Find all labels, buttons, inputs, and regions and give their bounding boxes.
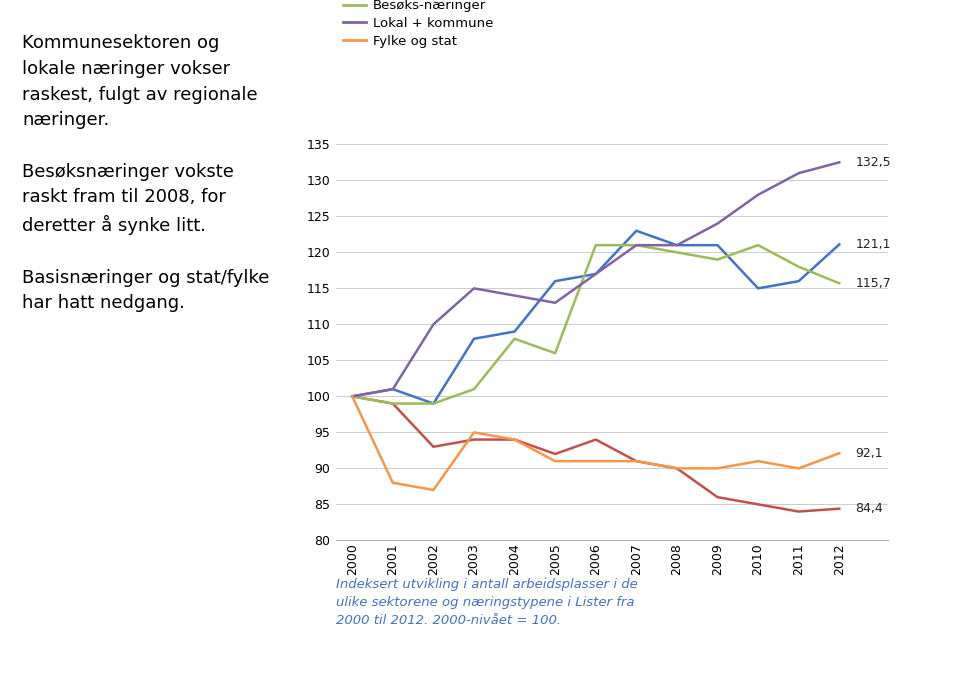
Legend: Regionale næringer, Basis-næringer, Besøks-næringer, Lokal + kommune, Fylke og s: Regionale næringer, Basis-næringer, Besø…: [343, 0, 504, 48]
Text: 84,4: 84,4: [855, 502, 883, 515]
Text: Kommunesektoren og
lokale næringer vokser
raskest, fulgt av regionale
næringer.
: Kommunesektoren og lokale næringer vokse…: [22, 34, 269, 313]
Text: Indeksert utvikling i antall arbeidsplasser i de
ulike sektorene og næringstypen: Indeksert utvikling i antall arbeidsplas…: [336, 578, 637, 627]
Text: 132,5: 132,5: [855, 156, 891, 169]
Text: 121,1: 121,1: [855, 238, 891, 251]
Text: 92,1: 92,1: [855, 447, 883, 460]
Text: 115,7: 115,7: [855, 277, 891, 290]
